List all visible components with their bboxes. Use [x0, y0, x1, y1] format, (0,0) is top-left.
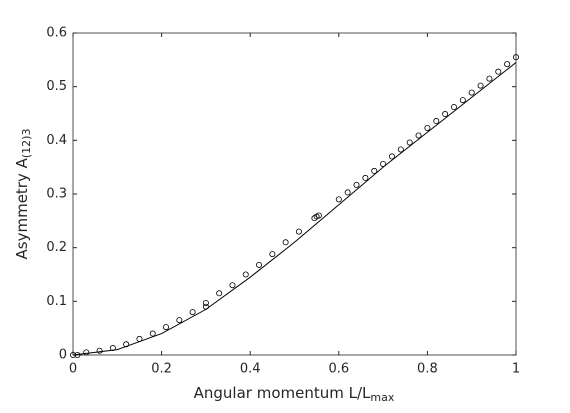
data-point — [468, 89, 475, 96]
data-point — [256, 261, 263, 268]
x-tick-label: 0.6 — [328, 362, 349, 377]
data-point — [415, 132, 422, 139]
data-point — [486, 75, 493, 82]
x-tick-label: 0.2 — [151, 362, 172, 377]
data-point — [163, 324, 170, 331]
data-point — [242, 271, 249, 278]
x-tick-label: 0.8 — [417, 362, 438, 377]
data-point — [513, 54, 520, 61]
data-point — [282, 239, 289, 246]
y-tick-label: 0.4 — [46, 133, 67, 148]
y-tick-label: 0.5 — [46, 79, 67, 94]
data-point — [362, 174, 369, 181]
x-axis-label-main: Angular momentum L/L — [194, 384, 371, 402]
data-point — [371, 167, 378, 174]
data-point — [388, 153, 395, 160]
plot-frame — [72, 32, 517, 356]
data-point — [459, 97, 466, 104]
data-point — [96, 347, 103, 354]
x-axis-label: Angular momentum L/Lmax — [194, 384, 395, 405]
data-point — [315, 212, 322, 219]
y-tick-label: 0.1 — [46, 294, 67, 309]
x-tick-label: 0.4 — [240, 362, 261, 377]
data-point — [149, 330, 156, 337]
curve — [72, 62, 517, 356]
data-point — [344, 189, 351, 196]
data-point — [433, 118, 440, 125]
y-tick-label: 0 — [59, 348, 67, 363]
data-point — [295, 228, 302, 235]
x-tick-label: 0 — [69, 362, 77, 377]
y-axis-label: Asymmetry A(12)3 — [13, 129, 34, 260]
x-tick-label: 1 — [512, 362, 520, 377]
x-axis-label-sub: max — [370, 391, 394, 404]
data-point — [216, 290, 223, 297]
data-point — [477, 82, 484, 89]
data-point — [269, 251, 276, 258]
data-point — [424, 124, 431, 131]
data-point — [406, 139, 413, 146]
data-point — [176, 317, 183, 324]
data-point — [83, 349, 90, 356]
y-tick-label: 0.6 — [46, 26, 67, 41]
y-tick-label: 0.3 — [46, 187, 67, 202]
data-point — [442, 111, 449, 118]
y-tick-label: 0.2 — [46, 240, 67, 255]
data-point — [335, 196, 342, 203]
y-axis-label-main: Asymmetry A — [13, 157, 31, 259]
data-point — [229, 282, 236, 289]
data-point — [504, 61, 511, 68]
data-point — [202, 299, 209, 306]
data-point — [495, 68, 502, 75]
data-point — [397, 146, 404, 153]
data-point — [450, 104, 457, 111]
y-axis-label-sub: (12)3 — [20, 129, 33, 159]
data-point — [189, 309, 196, 316]
data-point — [353, 181, 360, 188]
